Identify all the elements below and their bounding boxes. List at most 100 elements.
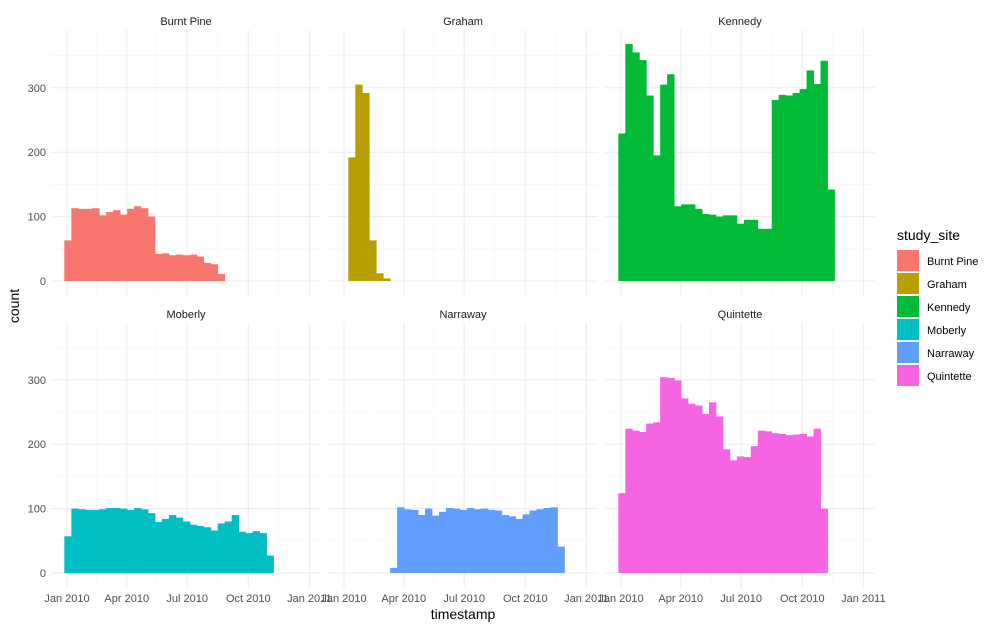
legend-key-kennedy — [897, 296, 919, 317]
bar — [708, 402, 717, 573]
bar — [743, 457, 752, 573]
legend-key-moberly — [897, 319, 919, 340]
bar — [175, 254, 184, 281]
bar — [667, 74, 675, 281]
bar — [632, 430, 640, 573]
bar — [792, 434, 801, 573]
bar — [452, 508, 461, 573]
bar — [245, 533, 253, 573]
bar — [806, 436, 814, 573]
bar — [813, 83, 821, 281]
legend-label: Burnt Pine — [927, 256, 978, 268]
bar — [688, 403, 696, 573]
facet-label: Graham — [443, 16, 483, 28]
x-tick-label: Apr 2010 — [658, 593, 703, 605]
bar — [231, 515, 240, 573]
bar — [827, 189, 835, 281]
bar — [625, 428, 633, 573]
bar — [550, 507, 558, 573]
bar — [501, 515, 510, 573]
bar — [785, 435, 794, 573]
bar — [702, 413, 710, 573]
bar — [653, 155, 661, 281]
bar — [120, 214, 128, 281]
bar — [92, 208, 100, 281]
bar — [729, 215, 738, 281]
bar — [210, 264, 219, 281]
bar — [85, 208, 93, 281]
bar — [743, 219, 752, 281]
bar — [64, 536, 72, 573]
bar — [189, 254, 198, 281]
y-tick-label: 200 — [28, 147, 46, 159]
bar — [196, 525, 205, 573]
bar — [778, 433, 787, 573]
y-axis-title: count — [6, 289, 22, 323]
bar — [259, 533, 267, 573]
y-tick-label: 200 — [28, 439, 46, 451]
bar — [646, 95, 654, 281]
bar — [695, 208, 703, 281]
legend-label: Kennedy — [927, 302, 971, 314]
bar — [660, 377, 668, 573]
bars-burnt-pine — [64, 206, 226, 281]
bar — [390, 567, 398, 573]
bar — [681, 398, 689, 573]
bar — [217, 273, 226, 281]
bar — [799, 433, 807, 573]
legend-label: Quintette — [927, 371, 972, 383]
bar — [736, 223, 745, 281]
y-tick-label: 100 — [28, 212, 46, 224]
bar — [722, 449, 731, 573]
bar — [688, 204, 696, 281]
x-tick-label: Apr 2010 — [104, 593, 149, 605]
bar — [148, 513, 156, 573]
bar — [522, 514, 530, 573]
bar — [425, 508, 433, 573]
legend-label: Moberly — [927, 325, 967, 337]
bar — [168, 515, 177, 573]
bar — [445, 507, 454, 573]
bar — [764, 431, 773, 573]
bars-graham — [348, 84, 391, 281]
bar — [813, 428, 821, 573]
bar — [708, 214, 717, 281]
bar — [473, 509, 482, 573]
y-tick-label: 0 — [40, 568, 46, 580]
bar — [106, 212, 114, 281]
x-tick-label: Jul 2010 — [720, 593, 762, 605]
bar — [715, 416, 724, 573]
bar — [210, 530, 219, 573]
bar — [806, 70, 814, 281]
y-tick-label: 300 — [28, 83, 46, 95]
legend-key-graham — [897, 273, 919, 294]
bar — [778, 94, 787, 281]
bar — [134, 507, 142, 573]
bar — [196, 256, 205, 281]
bar — [404, 509, 412, 573]
bar — [466, 507, 475, 573]
bar — [127, 208, 135, 281]
bars-quintette — [618, 377, 828, 573]
bar — [515, 518, 524, 573]
facet-quintette: Quintette Jan 2010 Apr 2010 Jul 2010 Oct 201… — [598, 309, 885, 605]
bar — [771, 100, 780, 281]
x-tick-label: Jan 2011 — [287, 593, 331, 605]
bar — [127, 509, 135, 573]
bar — [161, 253, 170, 281]
bar — [618, 493, 626, 573]
bar — [411, 509, 419, 573]
bar — [557, 546, 565, 573]
bar — [64, 240, 72, 281]
facet-narraway: Narraway Jan 2010 Apr 2010 Jul 2010 Oct 2010… — [321, 309, 608, 605]
bar — [182, 521, 191, 573]
bar — [681, 204, 689, 281]
bar — [695, 405, 703, 573]
bar — [85, 509, 93, 573]
bar — [736, 456, 745, 573]
bar — [217, 523, 226, 573]
bar — [722, 215, 731, 281]
bar — [799, 89, 807, 281]
bar — [397, 507, 405, 573]
